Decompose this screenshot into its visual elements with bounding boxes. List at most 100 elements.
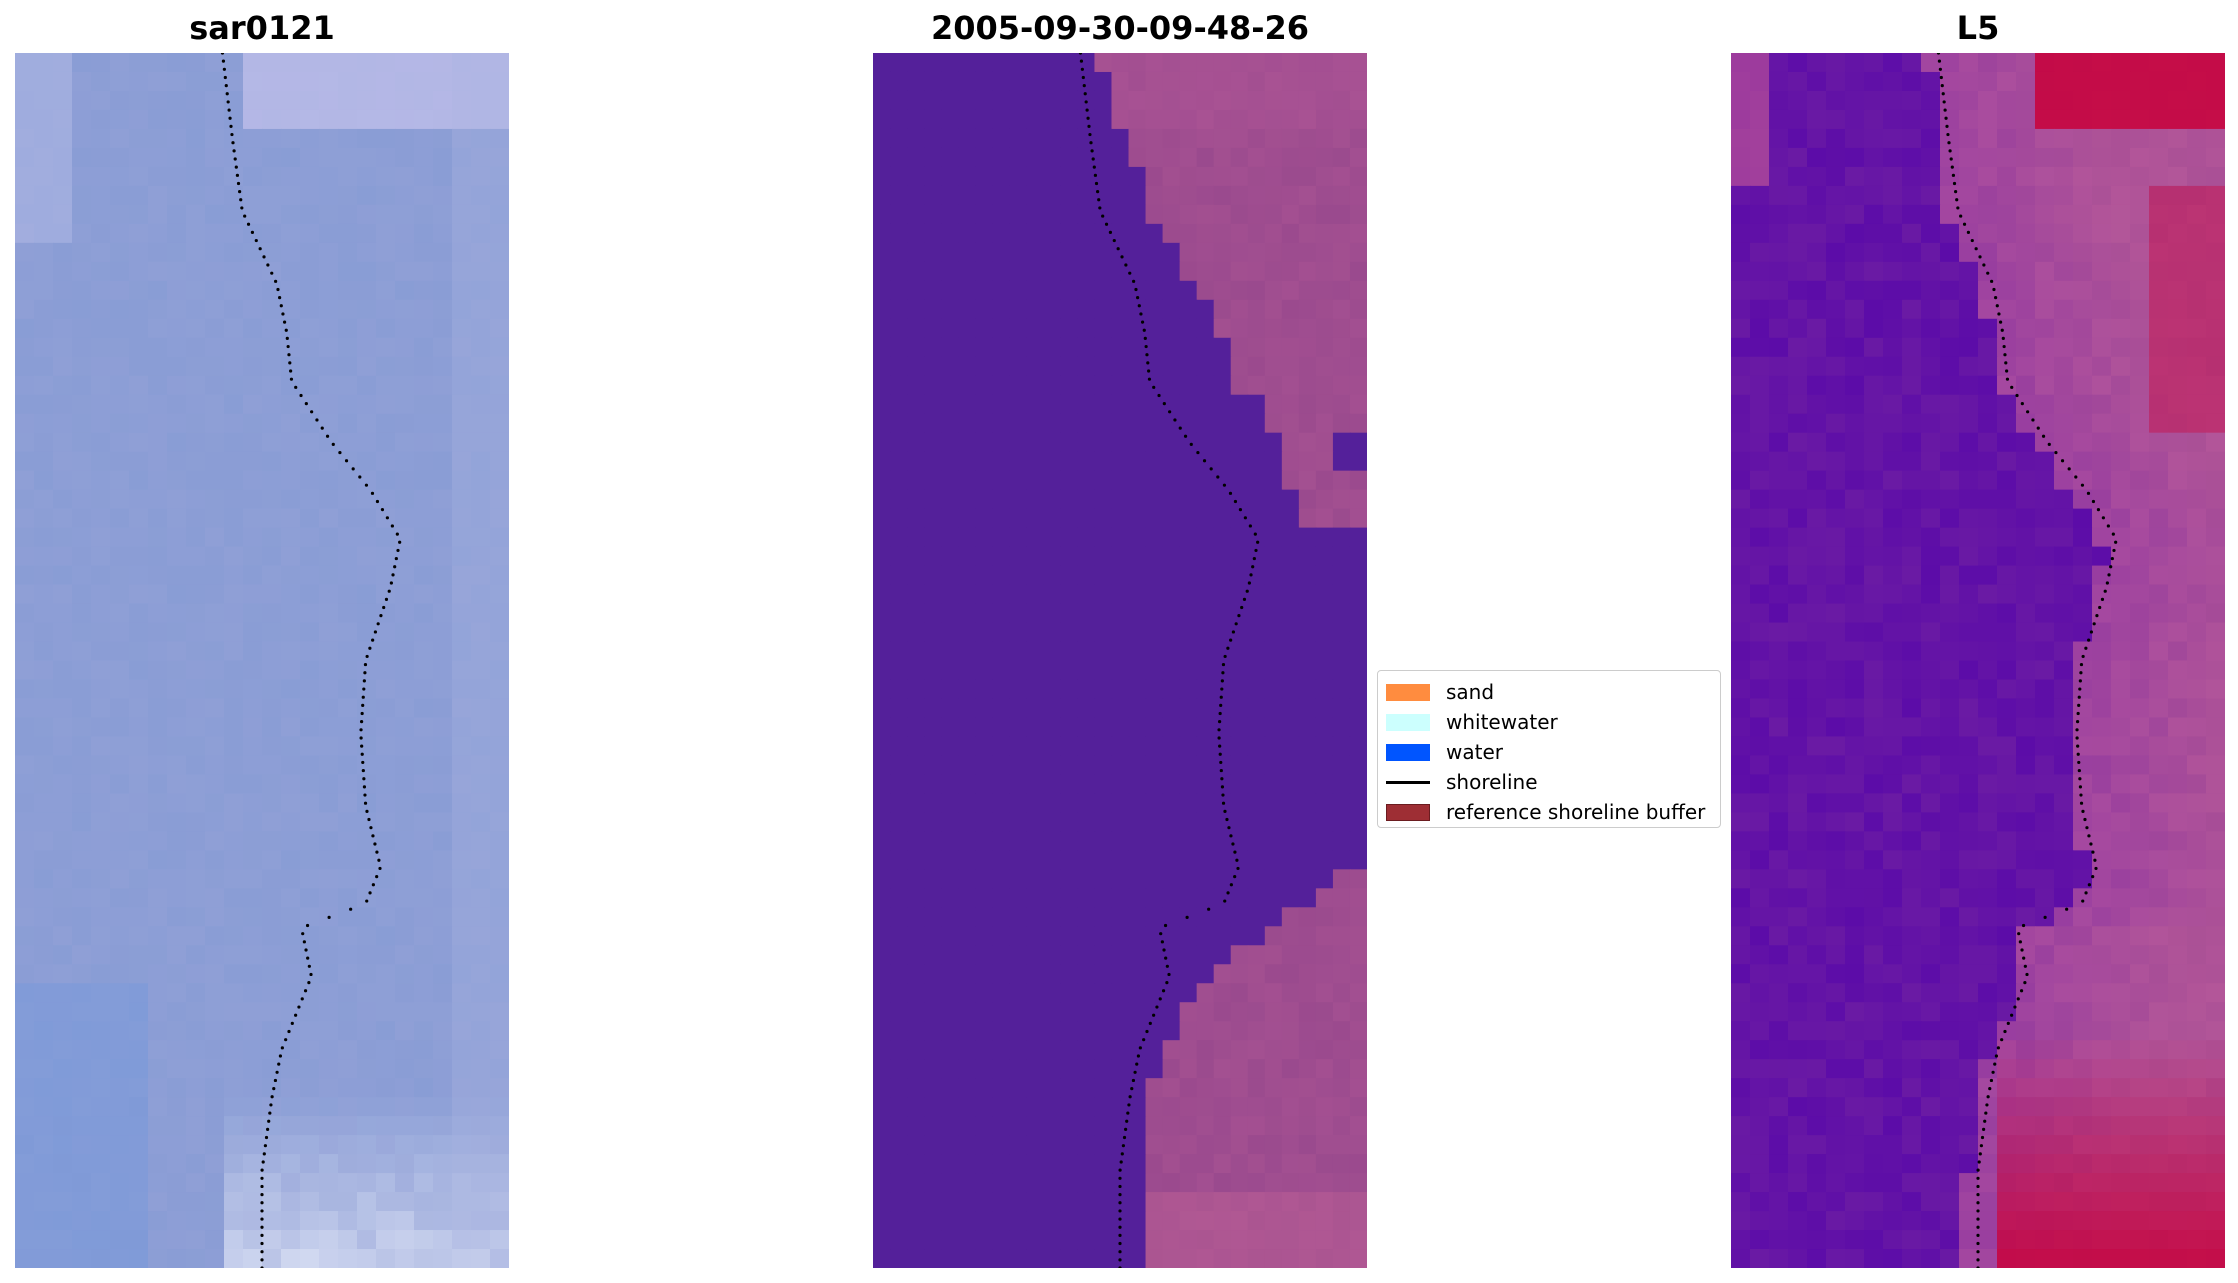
- rgb-pixel: [243, 261, 263, 282]
- classified-pixel: [1213, 280, 1232, 301]
- classified-pixel: [1094, 660, 1113, 681]
- shoreline-dot: [266, 1127, 270, 1131]
- rgb-pixel: [471, 831, 491, 851]
- classified-pixel: [1315, 679, 1334, 700]
- classified-pixel: [1230, 1040, 1249, 1060]
- rgb-pixel: [376, 660, 396, 681]
- classified-pixel: [1009, 850, 1027, 870]
- index-pixel: [1750, 508, 1770, 529]
- shoreline-dot: [377, 858, 381, 862]
- classified-pixel: [1043, 603, 1061, 624]
- classified-pixel: [975, 1097, 993, 1117]
- classified-pixel: [1298, 755, 1317, 776]
- shoreline-dot: [1245, 589, 1249, 593]
- rgb-pixel: [395, 812, 415, 832]
- classified-pixel: [1060, 489, 1079, 510]
- index-pixel: [1864, 660, 1884, 681]
- rgb-pixel: [224, 470, 244, 491]
- rgb-pixel: [300, 223, 320, 244]
- classified-pixel: [1077, 451, 1096, 472]
- rgb-pixel: [224, 1097, 244, 1117]
- index-pixel: [2187, 698, 2207, 719]
- classified-pixel: [1332, 204, 1351, 225]
- rgb-pixel: [148, 850, 168, 870]
- index-pixel: [2168, 888, 2188, 908]
- classified-pixel: [1281, 945, 1300, 965]
- index-pixel: [1959, 755, 1979, 776]
- index-pixel: [2073, 451, 2093, 472]
- index-pixel: [2206, 584, 2225, 605]
- index-pixel: [2187, 888, 2207, 908]
- shoreline-dot: [359, 720, 364, 724]
- classified-pixel: [1162, 394, 1181, 415]
- classified-pixel: [1264, 660, 1283, 681]
- index-pixel: [1978, 470, 1998, 491]
- index-pixel: [1902, 546, 1922, 567]
- classified-pixel: [1128, 565, 1147, 586]
- index-pixel: [1978, 660, 1998, 681]
- classified-pixel: [1111, 869, 1130, 889]
- index-pixel: [2206, 812, 2225, 832]
- rgb-pixel: [319, 1116, 339, 1136]
- index-pixel: [2130, 660, 2150, 681]
- rgb-pixel: [300, 90, 320, 111]
- classified-pixel: [1128, 109, 1147, 130]
- index-pixel: [1978, 375, 1998, 396]
- classified-pixel: [1111, 261, 1130, 282]
- index-pixel: [1902, 622, 1922, 643]
- rgb-pixel: [129, 1211, 149, 1231]
- rgb-pixel: [129, 1040, 149, 1060]
- shoreline-dot: [375, 499, 380, 504]
- rgb-pixel: [110, 90, 130, 111]
- index-pixel: [1845, 679, 1865, 700]
- shoreline-dot: [1093, 173, 1098, 177]
- shoreline-dot: [1125, 1119, 1129, 1123]
- classified-pixel: [1145, 299, 1164, 320]
- rgb-pixel: [490, 679, 509, 700]
- classified-pixel: [1247, 812, 1266, 832]
- classified-pixel: [941, 166, 959, 187]
- rgb-pixel: [452, 318, 472, 339]
- rgb-pixel: [395, 432, 415, 453]
- index-pixel: [1750, 451, 1770, 472]
- rgb-pixel: [110, 1192, 130, 1212]
- rgb-pixel: [281, 71, 301, 92]
- rgb-pixel: [110, 299, 130, 320]
- classified-pixel: [1145, 1021, 1164, 1041]
- classified-pixel: [1060, 147, 1079, 168]
- rgb-pixel: [395, 850, 415, 870]
- index-pixel: [1750, 660, 1770, 681]
- classified-pixel: [1009, 71, 1027, 92]
- rgb-pixel: [167, 185, 187, 206]
- classified-pixel: [1196, 1040, 1215, 1060]
- classified-pixel: [1043, 166, 1061, 187]
- shoreline-dot: [1162, 402, 1166, 406]
- classified-pixel: [1196, 755, 1215, 776]
- rgb-pixel: [471, 242, 491, 263]
- index-pixel: [2130, 603, 2150, 624]
- index-pixel: [2035, 394, 2055, 415]
- classified-pixel: [890, 53, 908, 73]
- rgb-pixel: [357, 413, 377, 434]
- classified-pixel: [1213, 508, 1232, 529]
- classified-pixel: [1315, 299, 1334, 320]
- rgb-pixel: [395, 1097, 415, 1117]
- shoreline-dot: [1086, 116, 1090, 120]
- index-pixel: [1940, 698, 1960, 719]
- rgb-pixel: [490, 432, 509, 453]
- index-pixel: [1978, 318, 1998, 339]
- index-pixel: [1807, 242, 1827, 263]
- index-pixel: [1883, 242, 1903, 263]
- classified-pixel: [1026, 166, 1044, 187]
- classified-pixel: [1043, 1021, 1061, 1041]
- index-pixel: [1731, 280, 1751, 301]
- rgb-pixel: [72, 926, 92, 946]
- classified-pixel: [1264, 432, 1283, 453]
- index-pixel: [1769, 717, 1789, 738]
- classified-pixel: [1298, 1116, 1317, 1136]
- index-pixel: [2168, 375, 2188, 396]
- index-pixel: [1845, 698, 1865, 719]
- classified-pixel: [1009, 204, 1027, 225]
- rgb-pixel: [72, 1249, 92, 1268]
- classified-pixel: [1111, 1211, 1130, 1231]
